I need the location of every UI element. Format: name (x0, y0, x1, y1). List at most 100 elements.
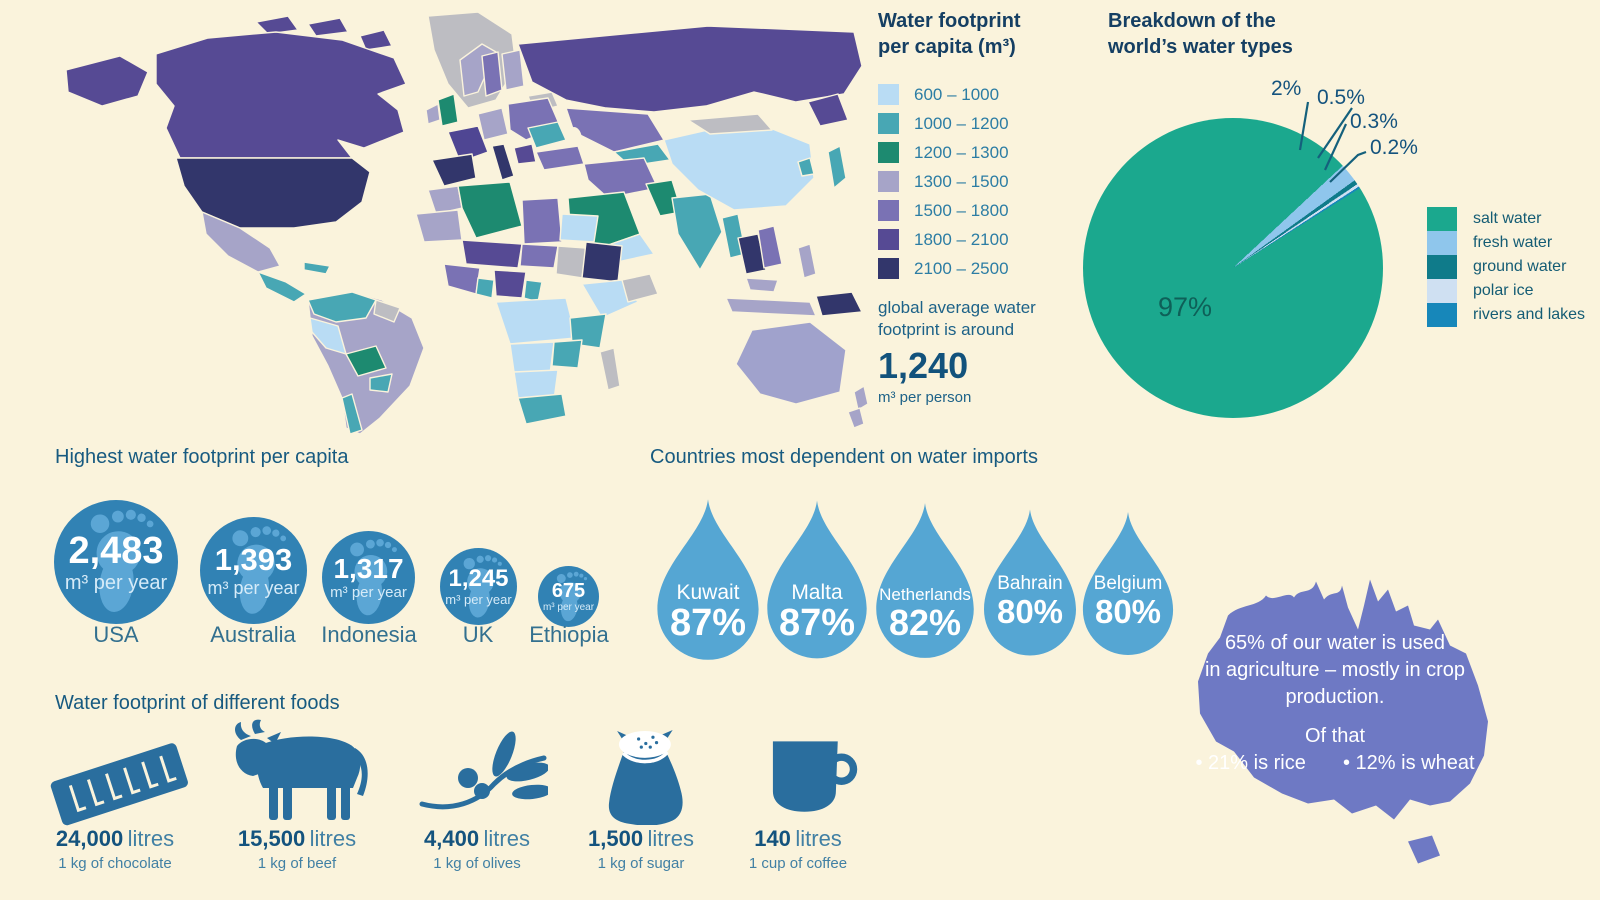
legend-range-label: 1000 – 1200 (914, 113, 1009, 133)
drop-country: Bahrain (997, 573, 1063, 595)
water-drop-icon (767, 500, 867, 659)
import-drop-belgium: Belgium 80% (1079, 507, 1177, 660)
map-region-south-america (307, 291, 425, 435)
footprint-circle-ethiopia: 675 m³ per year (538, 566, 599, 627)
legend-swatch (878, 258, 899, 279)
pie-callout-fresh-water: 2% (1271, 77, 1302, 100)
map-legend-title-line1: Water footprint (878, 10, 1021, 32)
legend-row: 1300 – 1500 (878, 167, 1118, 196)
pie-callout-ground-water: 0.5% (1317, 86, 1365, 109)
pie-legend-swatch (1427, 255, 1457, 279)
food-label-olives: 4,400 litres 1 kg of olives (367, 826, 587, 872)
water-drop-icon (876, 503, 974, 658)
food-desc: 1 kg of olives (433, 855, 521, 872)
pie-legend-swatch (1427, 279, 1457, 303)
map-region-usa (175, 157, 371, 229)
pie-salt-water-percent: 97% (1158, 292, 1213, 322)
map-region-canada-alaska (65, 15, 407, 159)
water-drop-icon (1082, 511, 1174, 656)
legend-swatch (878, 229, 899, 250)
food-desc: 1 kg of sugar (597, 855, 685, 872)
pie-callout-polar-ice: 0.3% (1350, 110, 1398, 133)
pie-legend-row: polar ice (1427, 279, 1585, 303)
pie-legend-label: salt water (1473, 210, 1542, 227)
legend-swatch (878, 171, 899, 192)
map-region-mexico-central-america (201, 211, 331, 303)
pie-callout-rivers-lakes: 0.2% (1370, 136, 1418, 159)
water-drop-icon (984, 509, 1076, 656)
food-unit: litres (795, 826, 842, 851)
pie-legend: salt water fresh water ground water pola… (1427, 207, 1585, 327)
legend-swatch (878, 142, 899, 163)
australia-map (1198, 579, 1488, 864)
pie-legend-swatch (1427, 207, 1457, 231)
footprint-unit: m³ per year (330, 583, 407, 601)
legend-range-label: 1300 – 1500 (914, 171, 1009, 191)
food-desc: 1 kg of chocolate (58, 855, 172, 872)
food-unit: litres (483, 826, 530, 851)
footprint-icon (349, 538, 397, 615)
world-choropleth-map (65, 11, 869, 435)
food-desc: 1 cup of coffee (748, 855, 848, 872)
drop-percent: 82% (888, 602, 962, 644)
food-value: 1,500 (588, 826, 644, 851)
footprint-circle-usa: 2,483 m³ per year (54, 500, 178, 624)
pie-legend-swatch (1427, 303, 1457, 327)
drop-country: Belgium (1093, 573, 1163, 595)
legend-range-label: 1500 – 1800 (914, 200, 1009, 220)
import-drop-malta: Malta 87% (763, 497, 871, 662)
food-unit: litres (647, 826, 694, 851)
food-label-beef: 15,500 litres 1 kg of beef (187, 826, 407, 872)
australia-fact-text: 65% of our water is used in agriculture … (1195, 632, 1475, 774)
drop-percent: 80% (996, 593, 1064, 631)
footprint-icon (231, 525, 286, 614)
global-average-value: 1,240 (878, 345, 969, 386)
footprint-country-label: Indonesia (321, 622, 417, 647)
imports-section-title: Countries most dependent on water import… (650, 446, 1038, 468)
drop-country: Netherlands (879, 584, 971, 604)
olive-branch-icon (419, 731, 548, 810)
import-drop-bahrain: Bahrain 80% (980, 505, 1080, 660)
footprint-circle-australia: 1,393 m³ per year (200, 517, 307, 624)
map-region-europe (425, 43, 567, 187)
legend-range-label: 1800 – 2100 (914, 229, 1009, 249)
footprint-value: 2,483 (68, 529, 164, 572)
food-value: 15,500 (237, 826, 306, 851)
food-label-sugar: 1,500 litres 1 kg of sugar (531, 826, 751, 872)
pie-legend-label: ground water (1473, 258, 1567, 275)
drop-percent: 87% (669, 602, 747, 645)
legend-row: 1200 – 1300 (878, 138, 1118, 167)
footprint-icon (463, 554, 502, 618)
foods-section-title: Water footprint of different foods (55, 692, 340, 714)
pie-legend-row: salt water (1427, 207, 1585, 231)
tasmania (1408, 835, 1440, 864)
footprint-country-label: USA (93, 622, 139, 647)
map-region-australia-nz (735, 321, 869, 429)
drop-percent: 87% (778, 602, 856, 645)
pie-callout-lines (1298, 101, 1367, 183)
footprint-value: 1,245 (448, 564, 509, 592)
footprint-unit: m³ per year (542, 602, 595, 614)
pie-legend-row: rivers and lakes (1427, 303, 1585, 327)
legend-range-label: 2100 – 2500 (914, 258, 1009, 278)
legend-range-label: 1200 – 1300 (914, 142, 1009, 162)
food-label-chocolate: 24,000 litres 1 kg of chocolate (5, 826, 225, 872)
water-drop-icon (657, 499, 759, 660)
cow-icon (235, 719, 368, 820)
footprint-value: 675 (551, 579, 586, 602)
food-unit: litres (127, 826, 175, 851)
footprint-icon (90, 509, 154, 612)
food-value: 140 (754, 826, 791, 851)
pie-legend-label: polar ice (1473, 282, 1534, 299)
sugar-sack-icon (608, 730, 683, 825)
footprint-country-label: Australia (210, 622, 296, 647)
legend-row: 2100 – 2500 (878, 254, 1118, 283)
map-region-africa (415, 181, 659, 425)
footprint-unit: m³ per year (207, 577, 300, 598)
legend-row: 1800 – 2100 (878, 225, 1118, 254)
drop-country: Malta (791, 581, 843, 605)
import-drop-netherlands: Netherlands 82% (872, 499, 978, 662)
global-average-unit: m³ per person (878, 389, 972, 406)
legend-swatch (878, 200, 899, 221)
